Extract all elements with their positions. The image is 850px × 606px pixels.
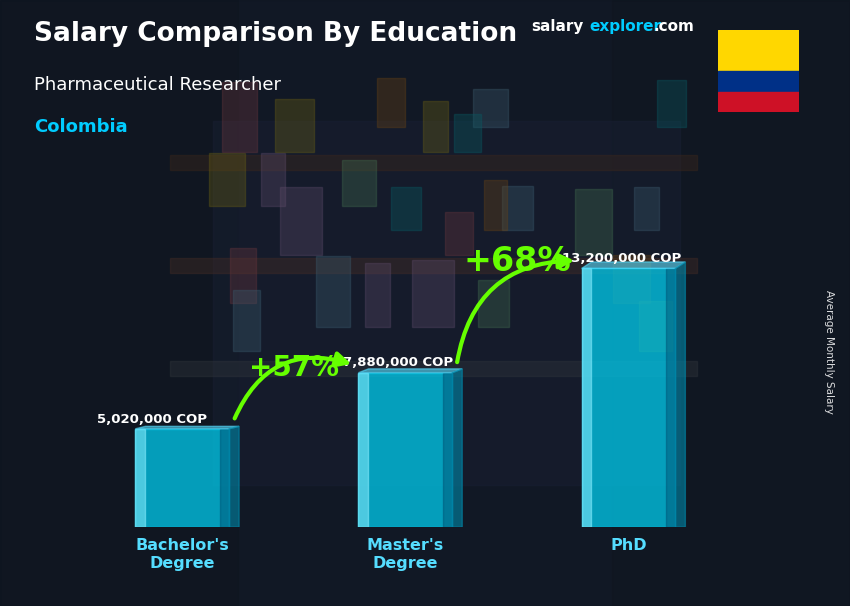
Bar — [718, 30, 799, 72]
Bar — [445, 212, 473, 255]
Bar — [473, 89, 508, 127]
Bar — [454, 114, 481, 152]
Bar — [581, 268, 591, 527]
Bar — [612, 0, 850, 606]
Bar — [390, 187, 421, 230]
Text: +57%: +57% — [249, 354, 339, 382]
Bar — [581, 268, 675, 527]
FancyArrowPatch shape — [235, 353, 347, 418]
Text: salary: salary — [531, 19, 584, 35]
Bar — [209, 153, 245, 206]
Polygon shape — [359, 369, 462, 373]
Bar — [219, 429, 229, 527]
Text: Salary Comparison By Education: Salary Comparison By Education — [34, 21, 517, 47]
FancyArrowPatch shape — [457, 255, 570, 362]
Text: Pharmaceutical Researcher: Pharmaceutical Researcher — [34, 76, 281, 94]
Bar — [666, 268, 675, 527]
Bar — [280, 187, 322, 255]
Bar — [359, 373, 452, 527]
Bar — [222, 82, 258, 152]
Polygon shape — [229, 427, 239, 527]
Bar — [377, 78, 405, 127]
Polygon shape — [581, 262, 685, 268]
Bar — [657, 80, 687, 127]
Bar — [212, 121, 680, 485]
Text: 5,020,000 COP: 5,020,000 COP — [98, 413, 207, 425]
Text: Average Monthly Salary: Average Monthly Salary — [824, 290, 834, 413]
Bar — [230, 248, 256, 303]
Bar — [613, 255, 649, 303]
Bar — [359, 373, 368, 527]
Bar — [135, 429, 144, 527]
Bar — [170, 258, 697, 273]
Text: 7,880,000 COP: 7,880,000 COP — [343, 356, 453, 370]
Bar — [443, 373, 452, 527]
Bar — [638, 301, 672, 351]
Bar — [502, 187, 533, 230]
Bar — [275, 99, 314, 152]
Bar — [342, 160, 376, 206]
Polygon shape — [452, 369, 462, 527]
Text: +68%: +68% — [463, 245, 571, 278]
Bar — [170, 155, 697, 170]
Bar — [718, 72, 799, 92]
Bar — [575, 190, 611, 255]
Bar — [634, 187, 659, 230]
Bar — [718, 92, 799, 112]
Bar — [484, 181, 507, 230]
Polygon shape — [675, 262, 685, 527]
Bar — [366, 262, 390, 327]
Bar — [316, 256, 350, 327]
Text: .com: .com — [654, 19, 694, 35]
Text: explorer: explorer — [589, 19, 661, 35]
Text: 13,200,000 COP: 13,200,000 COP — [562, 252, 681, 265]
Bar — [170, 361, 697, 376]
Bar — [422, 101, 448, 152]
Bar — [234, 290, 260, 351]
Polygon shape — [135, 427, 239, 429]
Text: Colombia: Colombia — [34, 118, 127, 136]
Bar — [261, 153, 285, 206]
Bar — [411, 260, 454, 327]
Bar — [479, 281, 508, 327]
Bar — [0, 0, 238, 606]
Bar — [135, 429, 229, 527]
